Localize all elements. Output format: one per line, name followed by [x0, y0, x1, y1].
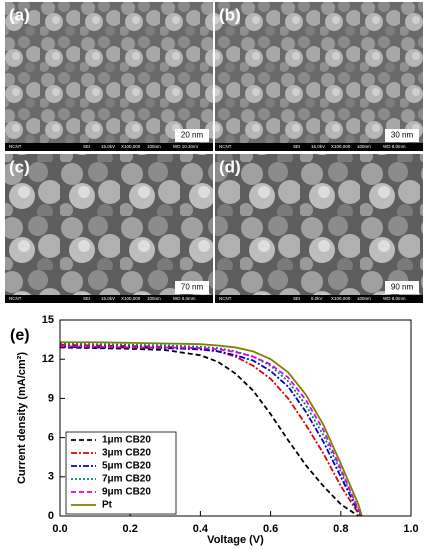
- info-text: X100,000: [331, 296, 351, 301]
- y-tick-label: 12: [42, 353, 54, 365]
- x-tick-label: 0.4: [193, 523, 209, 535]
- info-text: X100,000: [121, 144, 141, 149]
- y-tick-label: 0: [48, 510, 54, 522]
- scale-label: 20 nm: [181, 131, 204, 140]
- x-tick-label: 0.2: [123, 523, 138, 535]
- scale-box: [175, 129, 209, 142]
- sem-image: NCNT SEI 15.0kV X100,000 100nm WD 8.0mm 70 nm (…: [5, 154, 213, 303]
- info-text: WD 8.0mm: [383, 144, 406, 149]
- info-text: SEI: [293, 296, 300, 301]
- series-line: [60, 341, 363, 517]
- series-line: [59, 342, 363, 517]
- info-text: 15.0kV: [311, 144, 325, 149]
- info-text: WD 10.3mm: [173, 144, 198, 149]
- series-line: [59, 343, 363, 517]
- x-axis-label: Voltage (V): [207, 534, 264, 546]
- info-text: WD 8.0mm: [173, 296, 196, 301]
- info-text: NCNT: [9, 296, 22, 301]
- panel-label: (e): [10, 327, 30, 344]
- y-tick-label: 3: [48, 471, 54, 483]
- series-line: [59, 346, 359, 517]
- info-text: X100,000: [121, 296, 141, 301]
- sem-texture: [5, 2, 213, 151]
- info-text: 5.0kV: [311, 296, 323, 301]
- legend-label: 1μm CB20: [102, 435, 151, 446]
- info-text: 15.0kV: [101, 144, 115, 149]
- scale-box: [385, 129, 419, 142]
- sem-image: NCNT SEI 15.0kV X100,000 100nm WD 8.0mm 30 nm (…: [215, 2, 423, 151]
- legend-label: 9μm CB20: [102, 487, 151, 498]
- info-text: 100nm: [357, 296, 371, 301]
- x-tick-label: 0.6: [263, 523, 278, 535]
- x-tick-label: 0.8: [333, 523, 348, 535]
- info-text: WD 8.0mm: [383, 296, 406, 301]
- jv-chart: 0 3 6 9 12 15 0.0 0.2 0.4 0.6 0.8 1.0 Voltage (V) Cur…: [10, 314, 419, 546]
- x-tick-label: 1.0: [403, 523, 418, 535]
- sem-panels: NCNT SEI 15.0kV X100,000 100nm WD 10.3mm 20 nm…: [5, 2, 423, 303]
- panel-label: (d): [219, 157, 241, 176]
- info-bar: [5, 143, 213, 151]
- info-text: 100nm: [357, 144, 371, 149]
- legend-label: 3μm CB20: [102, 448, 151, 459]
- info-text: SEI: [293, 144, 300, 149]
- info-text: NCNT: [219, 144, 232, 149]
- series-line: [59, 345, 363, 517]
- info-bar: [215, 143, 423, 151]
- sem-texture: [215, 154, 423, 303]
- sem-image: NCNT SEI 15.0kV X100,000 100nm WD 10.3mm 20 nm…: [5, 2, 213, 151]
- info-text: 100nm: [147, 144, 161, 149]
- panel-label: (a): [9, 5, 30, 24]
- y-tick-label: 6: [48, 432, 54, 444]
- scale-label: 30 nm: [391, 131, 414, 140]
- scale-box: [385, 281, 419, 294]
- x-tick-label: 0.0: [52, 523, 67, 535]
- info-bar: [215, 295, 423, 303]
- info-text: X100,000: [331, 144, 351, 149]
- info-bar: [5, 295, 213, 303]
- y-tick-label: 15: [42, 314, 54, 326]
- legend-label: Pt: [102, 500, 113, 511]
- y-tick-label: 9: [48, 392, 54, 404]
- info-text: SEI: [83, 144, 90, 149]
- info-text: NCNT: [219, 296, 232, 301]
- panel-label: (c): [9, 157, 30, 176]
- legend-label: 7μm CB20: [102, 474, 151, 485]
- panel-label: (b): [219, 5, 241, 24]
- y-axis-label: Current density (mA/cm²): [16, 352, 28, 484]
- info-text: SEI: [83, 296, 90, 301]
- info-text: 100nm: [147, 296, 161, 301]
- sem-texture: [5, 154, 213, 303]
- legend-box: [65, 431, 177, 515]
- legend-label: 5μm CB20: [102, 461, 151, 472]
- plot-frame: [59, 319, 412, 517]
- scale-label: 90 nm: [391, 283, 414, 292]
- sem-image: NCNT SEI 5.0kV X100,000 100nm WD 8.0mm 90 nm (d…: [215, 154, 423, 303]
- info-text: NCNT: [9, 144, 22, 149]
- info-text: 15.0kV: [101, 296, 115, 301]
- scale-box: [175, 281, 209, 294]
- sem-texture: [215, 2, 423, 151]
- scale-label: 70 nm: [181, 283, 204, 292]
